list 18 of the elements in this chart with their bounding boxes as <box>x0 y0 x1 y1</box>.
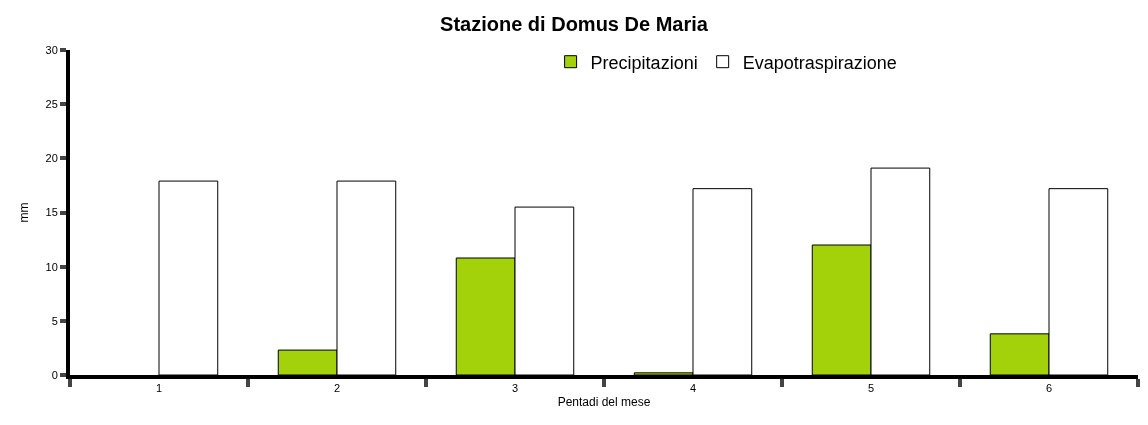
x-tick-label: 4 <box>689 382 697 395</box>
x-tick-label: 2 <box>333 382 341 395</box>
y-tick-label: 5 <box>51 314 58 327</box>
x-tick-label: 5 <box>867 382 875 395</box>
x-axis-title: Pentadi del mese <box>557 394 651 409</box>
y-tick-label: 30 <box>45 43 58 56</box>
legend-label: Precipitazioni <box>590 52 698 73</box>
chart-title: Stazione di Domus De Maria <box>440 13 709 35</box>
y-tick-label: 20 <box>45 152 58 165</box>
y-tick-label: 0 <box>51 368 58 381</box>
x-tick-label: 1 <box>155 382 163 395</box>
legend-label: Evapotraspirazione <box>742 52 897 73</box>
y-axis-title: mm <box>17 202 32 223</box>
y-tick-label: 10 <box>45 260 58 273</box>
x-tick-label: 3 <box>511 382 519 395</box>
y-tick-label: 15 <box>45 206 58 219</box>
y-tick-label: 25 <box>45 98 58 111</box>
x-tick-label: 6 <box>1045 382 1053 395</box>
